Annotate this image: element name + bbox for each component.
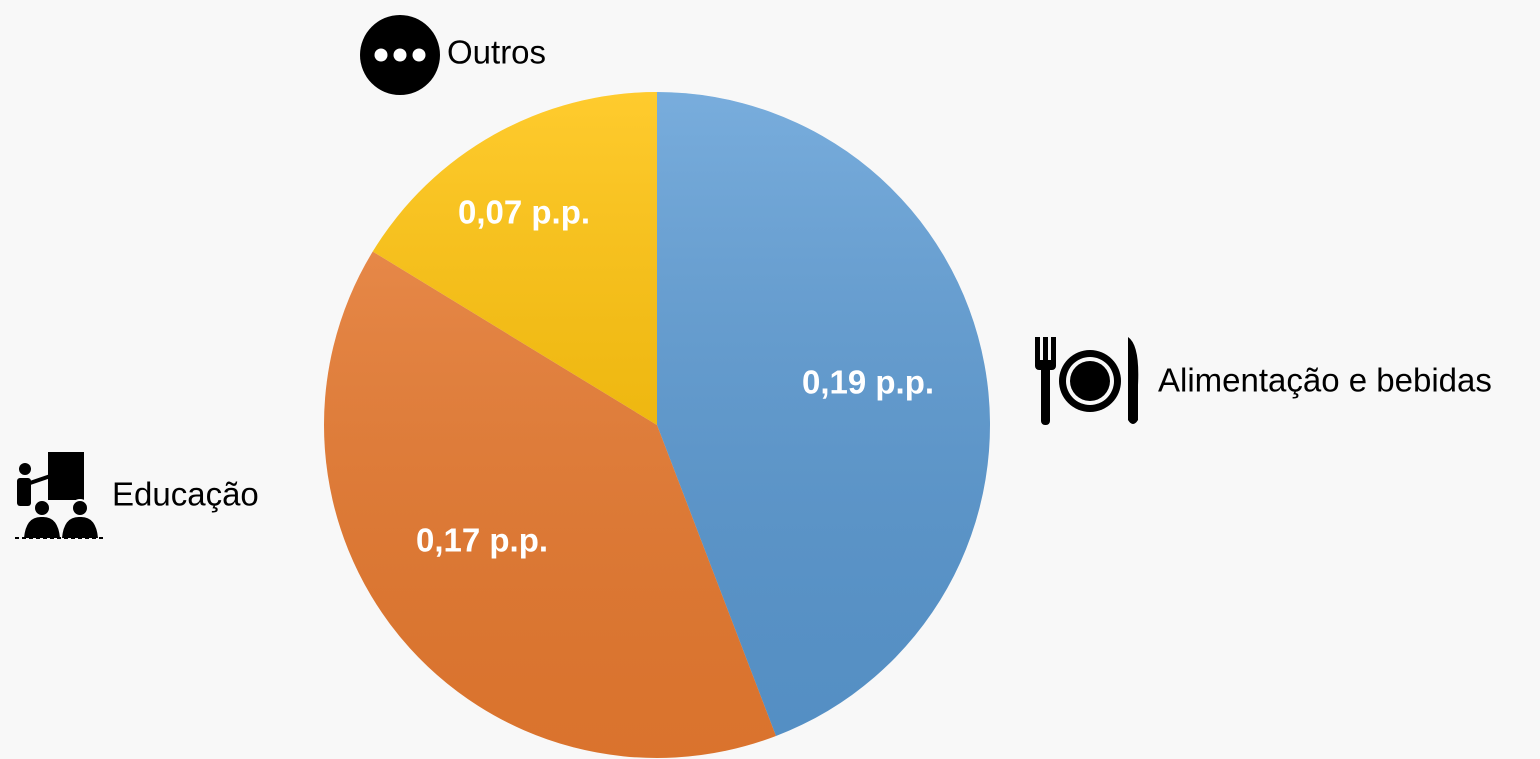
icon-education [15, 452, 105, 539]
category-label: Outros [447, 34, 546, 71]
value-label: 0,07 p.p. [458, 194, 590, 231]
labels: 0,19 p.p. Alimentação e bebidas 0,17 p.p. E… [112, 34, 1492, 559]
category-label: Alimentação e bebidas [1158, 362, 1492, 399]
category-label: Educação [112, 476, 259, 513]
pie [324, 92, 990, 759]
value-label: 0,19 p.p. [802, 364, 934, 401]
value-label: 0,17 p.p. [416, 522, 548, 559]
icon-food [1035, 337, 1139, 425]
icon-outros [360, 15, 440, 95]
